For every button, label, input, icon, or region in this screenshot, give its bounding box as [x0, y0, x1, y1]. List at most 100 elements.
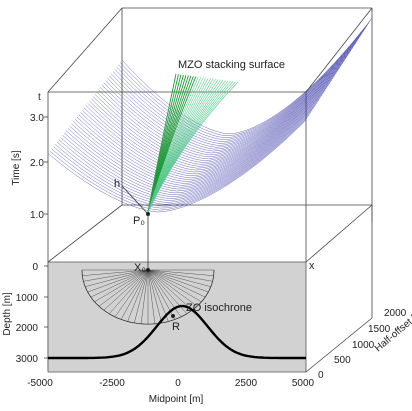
isochrone-ray	[147, 269, 213, 282]
surface-curve	[83, 70, 339, 175]
time-tick-label: 1.0	[30, 210, 44, 221]
isochrone-label: ZO isochrone	[186, 302, 252, 314]
surface-curve	[56, 107, 315, 203]
midpoint-axis: -5000 -2500 0 2500 5000 Midpoint [m]	[27, 378, 314, 405]
isochrone-ray	[140, 269, 149, 324]
isochrone-ray	[147, 269, 198, 307]
surface-curve	[80, 75, 336, 178]
half-offset-tick-label: 500	[334, 355, 351, 366]
isochrone-ray	[147, 269, 169, 322]
surface-label: MZO stacking surface	[178, 59, 285, 71]
depth-axis-label: Depth [m]	[2, 292, 13, 336]
midpoint-axis-label: Midpoint [m]	[149, 394, 204, 405]
r-label: R	[172, 321, 180, 333]
mzo-stacking-surface	[147, 73, 239, 213]
isochrone-ray	[147, 269, 156, 324]
surface-curve	[107, 37, 360, 150]
surface-curve	[82, 72, 337, 177]
box-edge-base-right	[305, 204, 373, 263]
surface-curve	[51, 114, 310, 209]
isochrone-ray	[94, 269, 149, 302]
isochrone-ray	[147, 269, 193, 311]
zo-isochrone	[81, 269, 215, 325]
isochrone-ray	[121, 269, 149, 320]
surface-curve	[91, 60, 345, 167]
surface-curve	[58, 104, 316, 201]
box-edge-base-left	[47, 204, 123, 263]
half-offset-tick-label: 2000	[384, 308, 407, 319]
reflector-curve	[48, 304, 306, 360]
midpoint-tick-label: 0	[175, 378, 181, 389]
isochrone-ray	[147, 269, 214, 276]
surface-curve	[114, 27, 366, 142]
midpoint-tick-label: 2500	[235, 378, 258, 389]
surface-curve	[109, 35, 361, 148]
x0-label: X₀	[134, 262, 146, 274]
surface-curve	[65, 94, 323, 194]
time-tick-label: 2.0	[30, 158, 44, 169]
depth-tick-label: 3000	[16, 354, 39, 365]
surface-curve	[62, 99, 320, 197]
half-offset-tick-label: 1000	[352, 340, 375, 351]
h-label: h	[114, 178, 120, 190]
depth-tick-label: 1000	[16, 293, 39, 304]
half-offset-line	[121, 185, 149, 215]
half-offset-tick-label: 0	[318, 370, 324, 381]
surface-curve	[53, 112, 311, 207]
box-edge-top-left	[47, 7, 123, 93]
surface-curve	[76, 80, 332, 182]
depth-section-panel	[47, 261, 307, 373]
surface-curve	[118, 22, 369, 138]
isochrone-ray	[83, 269, 149, 282]
surface-curve	[116, 25, 368, 140]
isochrone-ray	[147, 269, 206, 298]
isochrone-ray	[147, 269, 162, 323]
depth-tick-label: 0	[32, 262, 38, 273]
isochrone-ray	[87, 269, 149, 293]
midpoint-tick-label: 5000	[292, 378, 315, 389]
isochrone-ray	[147, 269, 209, 293]
half-offset-tick-label: 1500	[368, 324, 391, 335]
surface-curve	[105, 40, 358, 152]
surface-curve	[85, 67, 340, 173]
surface-curve	[74, 82, 331, 184]
isochrone-ray	[127, 269, 149, 322]
surface-curve	[111, 32, 363, 146]
x-axis-letter: x	[309, 260, 315, 272]
isochrone-ray	[98, 269, 149, 307]
mzo-surface-curve	[147, 81, 239, 213]
isochrone-ray	[103, 269, 149, 311]
surface-curve	[100, 47, 353, 158]
midpoint-tick-label: -5000	[27, 378, 53, 389]
surface-curve	[73, 85, 329, 186]
surface-curve	[89, 62, 344, 169]
isochrone-ray	[134, 269, 149, 323]
surface-curve	[92, 57, 347, 165]
surface-curve	[98, 50, 352, 159]
surface-curve	[71, 87, 328, 188]
surface-curve	[55, 109, 313, 205]
surface-curve	[121, 17, 373, 135]
half-offset-axis: 2000 1500 1000 500 0 Half-offset [m]	[305, 306, 412, 381]
surface-curve	[78, 77, 334, 180]
midpoint-tick-label: -2500	[99, 378, 125, 389]
isochrone-ray	[82, 269, 149, 276]
time-axis: 1.0 2.0 3.0 Time [s] t	[11, 92, 48, 221]
r-marker	[171, 314, 175, 318]
surface-curve	[60, 102, 318, 199]
surface-curve	[47, 119, 307, 213]
p0-label: P₀	[133, 215, 145, 227]
isochrone-ray	[90, 269, 149, 298]
surface-curve	[67, 92, 324, 192]
stacking-surface-lines	[47, 17, 373, 213]
surface-curve	[94, 55, 349, 163]
time-axis-letter: t	[38, 92, 41, 103]
x0-marker	[146, 268, 150, 272]
isochrone-ray	[109, 269, 149, 314]
time-axis-label: Time [s]	[11, 150, 22, 185]
surface-curve	[69, 89, 326, 190]
surface-curve	[120, 20, 371, 137]
time-tick-label: 3.0	[30, 113, 44, 124]
surface-curve	[87, 65, 342, 171]
